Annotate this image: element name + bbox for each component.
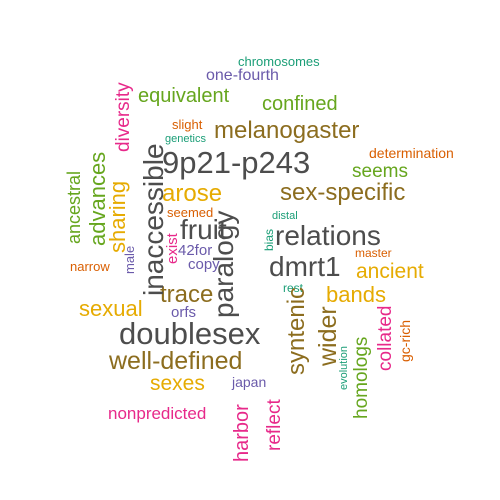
word: inaccessible [138,143,169,296]
word: bias [262,228,276,251]
word: copy [188,256,220,273]
word: harbor [231,404,253,462]
word: relations [275,220,381,251]
word: ancestral [64,170,84,244]
word: gc-rich [397,319,413,362]
word: one-fourth [206,67,279,84]
word: syntenic [283,286,310,375]
word: 9p21-p243 [162,145,311,180]
word: confined [262,93,338,115]
word: determination [369,145,454,161]
word: fruit [180,214,227,245]
word: distal [272,210,298,222]
word: arose [162,180,223,207]
word: evolution [338,345,350,390]
word: melanogaster [214,117,360,144]
word: homologs [351,336,372,419]
word: 42for [178,242,213,259]
word: japan [232,374,267,390]
word: collated [375,305,396,372]
word: doublesex [119,316,261,351]
word: sex-specific [280,179,406,206]
word: seems [352,161,408,182]
word: sexual [79,296,143,321]
word: seemed [167,205,214,220]
word: ancient [356,260,424,283]
word: master [355,246,392,260]
word: equivalent [138,85,230,107]
word: paralogy [208,210,239,318]
word: narrow [70,259,110,274]
word: chromosomes [238,54,320,69]
word: exist [164,233,181,264]
word: rest [283,281,304,295]
word: trace [160,281,214,308]
word: sharing [105,180,130,253]
word: reflect [264,399,285,451]
word: male [122,245,137,274]
word: dmrt1 [269,251,341,282]
word: well-defined [109,347,243,375]
word: nonpredicted [108,404,207,423]
word: slight [172,117,203,132]
word: orfs [171,304,197,321]
word: diversity [113,82,134,152]
word: sexes [150,372,205,395]
word: genetics [165,133,206,145]
word: bands [326,282,386,307]
